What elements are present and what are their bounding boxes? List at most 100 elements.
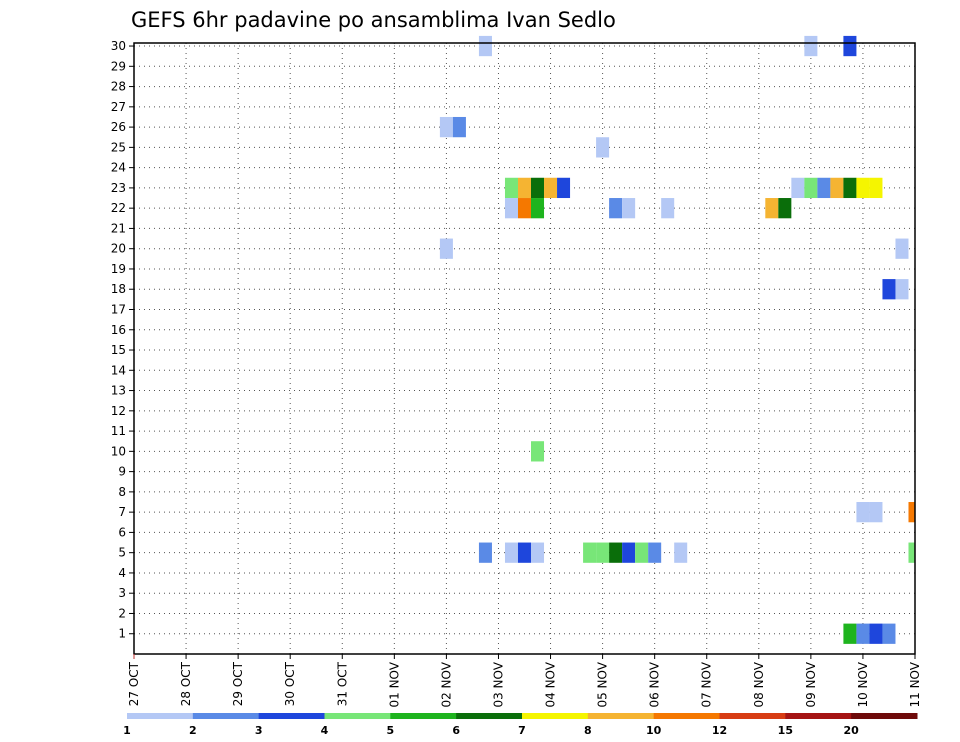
y-tick-label: 5 xyxy=(118,546,126,560)
colorbar-label: 15 xyxy=(778,724,793,737)
x-tick-label: 28 OCT xyxy=(179,661,193,706)
heatmap-cell xyxy=(439,238,453,259)
heatmap-cell xyxy=(856,502,870,523)
heatmap-cell xyxy=(830,177,844,199)
x-tick-label: 10 NOV xyxy=(856,661,870,707)
x-tick-label: 27 OCT xyxy=(127,661,141,706)
x-tick-label: 04 NOV xyxy=(544,661,558,707)
heatmap-cell xyxy=(791,177,805,199)
y-tick-label: 6 xyxy=(118,525,126,539)
heatmap-cell xyxy=(908,542,915,563)
heatmap-cell xyxy=(517,177,532,199)
heatmap-cell xyxy=(622,542,636,563)
y-tick-label: 23 xyxy=(111,181,126,195)
y-tick-label: 7 xyxy=(118,505,126,519)
heatmap-cell xyxy=(504,177,518,199)
x-tick-label: 29 OCT xyxy=(231,661,245,706)
heatmap-cell xyxy=(882,623,896,644)
heatmap-cell xyxy=(478,35,492,57)
gridlines xyxy=(134,43,916,654)
y-tick-label: 28 xyxy=(111,80,126,94)
heatmap-cell xyxy=(517,198,532,219)
heatmap-cell xyxy=(635,542,649,563)
colorbar-swatch xyxy=(587,713,655,719)
colorbar-label: 2 xyxy=(189,724,197,737)
x-tick-label: 06 NOV xyxy=(648,661,662,707)
colorbar-label: 8 xyxy=(584,724,592,737)
colorbar-swatch xyxy=(719,713,786,719)
y-axis: 1234567891011121314151617181920212223242… xyxy=(111,39,134,641)
y-tick-label: 19 xyxy=(111,262,126,276)
heatmap-cell xyxy=(622,198,636,219)
heatmap-cell xyxy=(869,623,883,644)
x-tick-label: 05 NOV xyxy=(596,661,610,707)
colorbar-label: 5 xyxy=(387,724,395,737)
heatmap-cell xyxy=(504,542,518,563)
heatmap-cell xyxy=(478,542,492,563)
y-tick-label: 29 xyxy=(111,59,126,73)
x-axis: 27 OCT 28 OCT 29 OCT 30 OCT 31 OCT 01 NOV 02 N… xyxy=(127,654,922,708)
y-tick-label: 21 xyxy=(111,221,126,235)
x-tick-label: 07 NOV xyxy=(700,661,714,707)
colorbar-swatch xyxy=(785,713,852,719)
heatmap-cell xyxy=(504,198,518,219)
colorbar-label: 10 xyxy=(646,724,662,737)
heatmap-cell xyxy=(908,502,915,523)
heatmap-cell xyxy=(817,177,831,199)
y-tick-label: 15 xyxy=(111,343,126,357)
heatmap-cell xyxy=(544,177,558,199)
colorbar-swatch xyxy=(324,713,391,719)
y-tick-label: 30 xyxy=(111,39,126,53)
heatmap-cell xyxy=(661,198,675,219)
plot-frame xyxy=(133,42,916,655)
heatmap-cell xyxy=(804,35,818,57)
y-tick-label: 10 xyxy=(111,444,126,458)
colorbar-label: 4 xyxy=(321,724,329,737)
x-tick-label: 08 NOV xyxy=(752,661,766,707)
colorbar-swatch xyxy=(456,713,523,719)
heatmap-cell xyxy=(765,198,779,219)
colorbar-label: 1 xyxy=(123,724,131,737)
heatmap-cell xyxy=(557,177,571,199)
y-tick-label: 27 xyxy=(111,100,126,114)
heatmap-cell xyxy=(882,279,896,300)
chart-title: GEFS 6hr padavine po ansamblima Ivan Sed… xyxy=(131,8,616,32)
colorbar-label: 12 xyxy=(712,724,727,737)
y-tick-label: 8 xyxy=(118,485,126,499)
x-tick-label: 01 NOV xyxy=(387,661,401,707)
y-tick-label: 17 xyxy=(111,302,126,316)
heatmap-cell xyxy=(856,177,870,199)
y-tick-label: 18 xyxy=(111,282,126,296)
heatmap-cell xyxy=(869,502,883,523)
colorbar-label: 7 xyxy=(518,724,526,737)
y-tick-label: 24 xyxy=(111,161,126,175)
heatmap-cell xyxy=(869,177,883,199)
heatmap-cell xyxy=(531,177,545,199)
y-tick-label: 13 xyxy=(111,384,126,398)
y-tick-label: 11 xyxy=(111,424,126,438)
colorbar-label: 6 xyxy=(452,724,460,737)
heatmap-cell xyxy=(583,542,597,563)
y-tick-label: 26 xyxy=(111,120,126,134)
heatmap-cell xyxy=(843,623,857,644)
heatmap-cell xyxy=(531,542,545,563)
heatmap-cell xyxy=(517,542,532,563)
colorbar-swatch xyxy=(192,713,260,719)
y-tick-label: 14 xyxy=(111,363,126,377)
heatmap-cell xyxy=(648,542,662,563)
heatmap-cell xyxy=(778,198,792,219)
heatmap-cell xyxy=(531,441,545,462)
heatmap-cell xyxy=(531,198,545,219)
x-tick-label: 03 NOV xyxy=(491,661,505,707)
y-tick-label: 20 xyxy=(111,242,126,256)
heatmap-cell xyxy=(843,35,857,57)
heatmap-cell xyxy=(895,279,909,300)
colorbar-swatch xyxy=(258,713,325,719)
heatmap-cell xyxy=(843,177,857,199)
colorbar-label: 3 xyxy=(255,724,263,737)
x-tick-label: 31 OCT xyxy=(335,661,349,706)
heatmap-cell xyxy=(596,137,610,158)
heatmap-cell xyxy=(609,198,623,219)
y-tick-label: 22 xyxy=(111,201,126,215)
